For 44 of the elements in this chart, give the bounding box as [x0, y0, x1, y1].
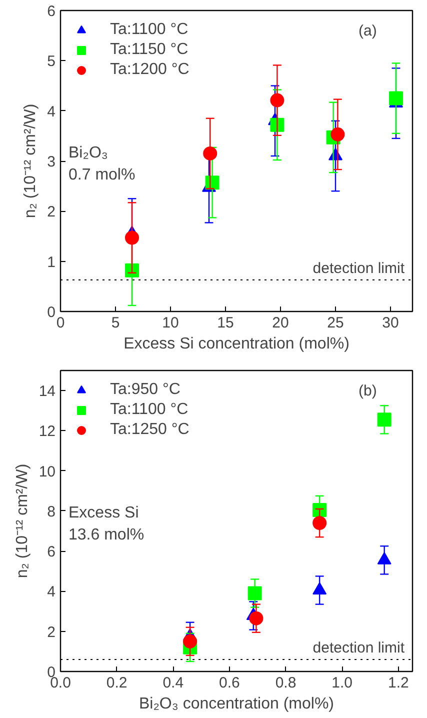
- y-tick-label: 3: [47, 154, 56, 170]
- y-tick-label: 1: [47, 254, 56, 271]
- x-tick-label: 25: [327, 314, 344, 332]
- x-tick-label: 0.8: [275, 674, 296, 692]
- y-tick-label: 4: [47, 103, 56, 120]
- legend-label: Ta:1100 °C: [110, 401, 188, 419]
- ref-line-label: detection limit: [312, 639, 406, 656]
- y-tick-label: 2: [47, 204, 56, 221]
- x-axis-title: Bi₂O₃ concentration (mol%): [138, 696, 334, 712]
- y-tick-label: 6: [47, 544, 56, 561]
- annotation: (b): [358, 382, 377, 400]
- annotation: 0.7 mol%: [68, 166, 136, 184]
- y-axis-title: n₂ (10⁻¹² cm²/W): [22, 104, 40, 218]
- x-tick-label: 0.2: [106, 674, 128, 692]
- legend-label: Ta:950 °C: [110, 381, 180, 399]
- x-tick-label: 0.4: [162, 674, 184, 692]
- annotation: 13.6 mol%: [68, 526, 144, 544]
- x-tick-label: 1.2: [388, 674, 409, 692]
- legend-label: Ta:1250 °C: [110, 421, 190, 439]
- annotation: Excess Si: [68, 504, 139, 522]
- legend-label: Ta:1200 °C: [110, 61, 190, 79]
- y-tick-label: 8: [47, 503, 56, 520]
- y-tick-label: 12: [38, 423, 56, 440]
- annotation: (a): [358, 22, 377, 40]
- x-tick-label: 10: [162, 314, 179, 332]
- x-tick-label: 20: [272, 314, 289, 332]
- annotation: Bi₂O₃: [68, 144, 108, 162]
- y-tick-label: 2: [47, 624, 56, 641]
- legend-label: Ta:1150 °C: [110, 41, 188, 59]
- y-tick-label: 14: [38, 383, 56, 400]
- ref-line-label: detection limit: [312, 260, 406, 277]
- x-axis-title: Excess Si concentration (mol%): [124, 336, 350, 352]
- y-tick-label: 4: [47, 584, 56, 601]
- x-tick-label: 30: [382, 314, 399, 332]
- x-tick-label: 15: [217, 314, 234, 332]
- y-tick-label: 10: [38, 463, 56, 480]
- x-tick-label: 1.0: [332, 674, 353, 692]
- y-tick-label: 5: [47, 53, 56, 70]
- y-tick-label: 6: [47, 3, 56, 20]
- x-tick-label: 5: [111, 314, 120, 332]
- y-tick-label: 0: [47, 304, 56, 321]
- x-tick-label: 0.6: [219, 674, 240, 692]
- legend-label: Ta:1100 °C: [110, 21, 188, 39]
- y-axis-title: n₂ (10⁻¹² cm²/W): [14, 464, 31, 578]
